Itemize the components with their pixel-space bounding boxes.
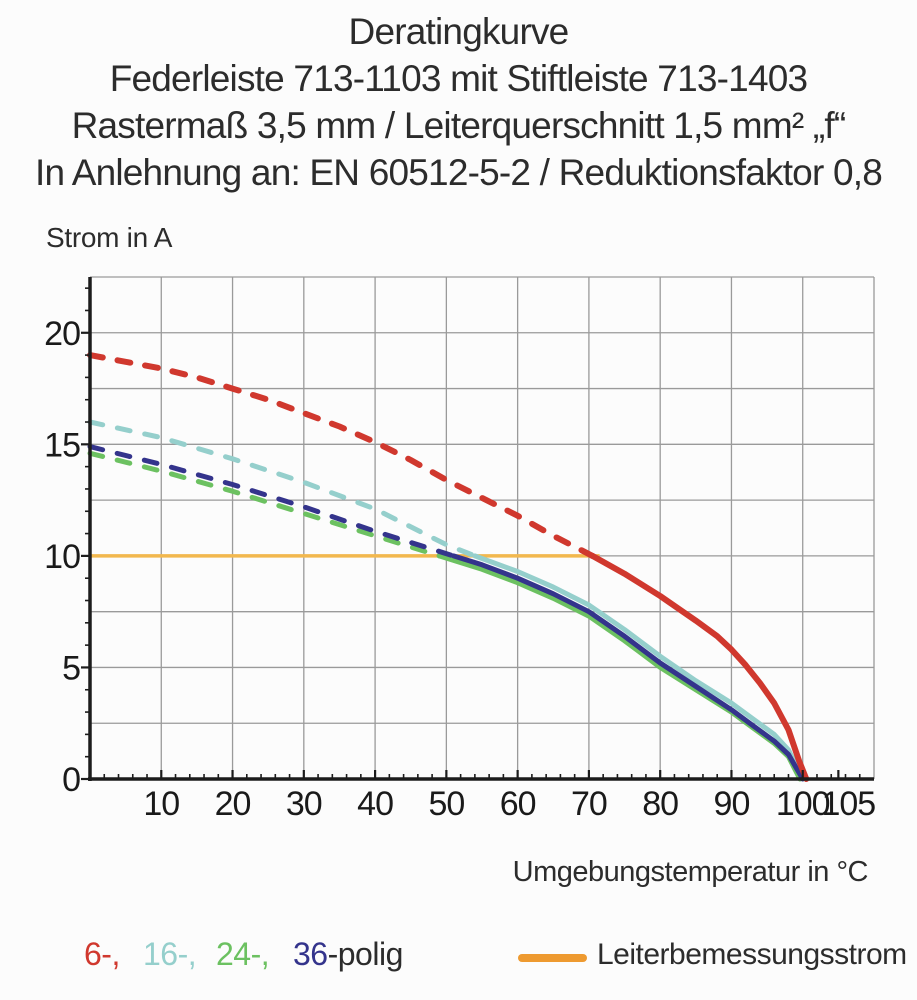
svg-text:15: 15	[44, 426, 80, 464]
chart-subtitle-specs: Rastermaß 3,5 mm / Leiterquerschnitt 1,5…	[71, 105, 847, 146]
chart-subtitle-products: Federleiste 713-1103 mit Stiftleiste 713…	[109, 58, 808, 99]
svg-text:80: 80	[642, 785, 678, 823]
svg-text:10: 10	[44, 538, 80, 576]
svg-text:20: 20	[44, 315, 80, 353]
svg-text:50: 50	[428, 785, 464, 823]
svg-text:60: 60	[500, 785, 536, 823]
svg-text:105: 105	[821, 785, 875, 823]
rated-current-line-swatch	[518, 954, 587, 962]
svg-text:70: 70	[571, 785, 607, 823]
y-axis-title: Strom in A	[46, 222, 173, 253]
svg-text:30: 30	[286, 785, 322, 823]
legend-item-16-polig: 16-,	[143, 936, 197, 972]
chart-subtitle-standard: In Anlehnung an: EN 60512-5-2 / Reduktio…	[35, 152, 883, 193]
legend-item-6-polig: 6-,	[84, 936, 120, 972]
svg-text:40: 40	[357, 785, 393, 823]
legend-item-36-polig: 36-polig	[293, 936, 403, 973]
svg-text:100: 100	[776, 785, 830, 823]
svg-text:0: 0	[62, 761, 80, 799]
svg-text:10: 10	[143, 785, 179, 823]
legend-item-polig-suffix: -polig	[327, 936, 404, 972]
x-axis-title: Umgebungstemperatur in °C	[512, 856, 869, 888]
legend-item-24-polig: 24-,	[216, 936, 270, 972]
title-block: Deratingkurve Federleiste 713-1103 mit S…	[0, 8, 917, 196]
chart-title: Deratingkurve	[348, 11, 570, 52]
svg-text:5: 5	[62, 649, 80, 687]
svg-text:20: 20	[215, 785, 251, 823]
svg-text:90: 90	[714, 785, 750, 823]
legend-item-36-number: 36	[293, 936, 328, 972]
rated-current-line-label: Leiterbemessungsstrom	[597, 938, 907, 971]
chart-legend: 6-, 16-, 24-, 36-polig Leiterbemessungss…	[0, 936, 917, 980]
